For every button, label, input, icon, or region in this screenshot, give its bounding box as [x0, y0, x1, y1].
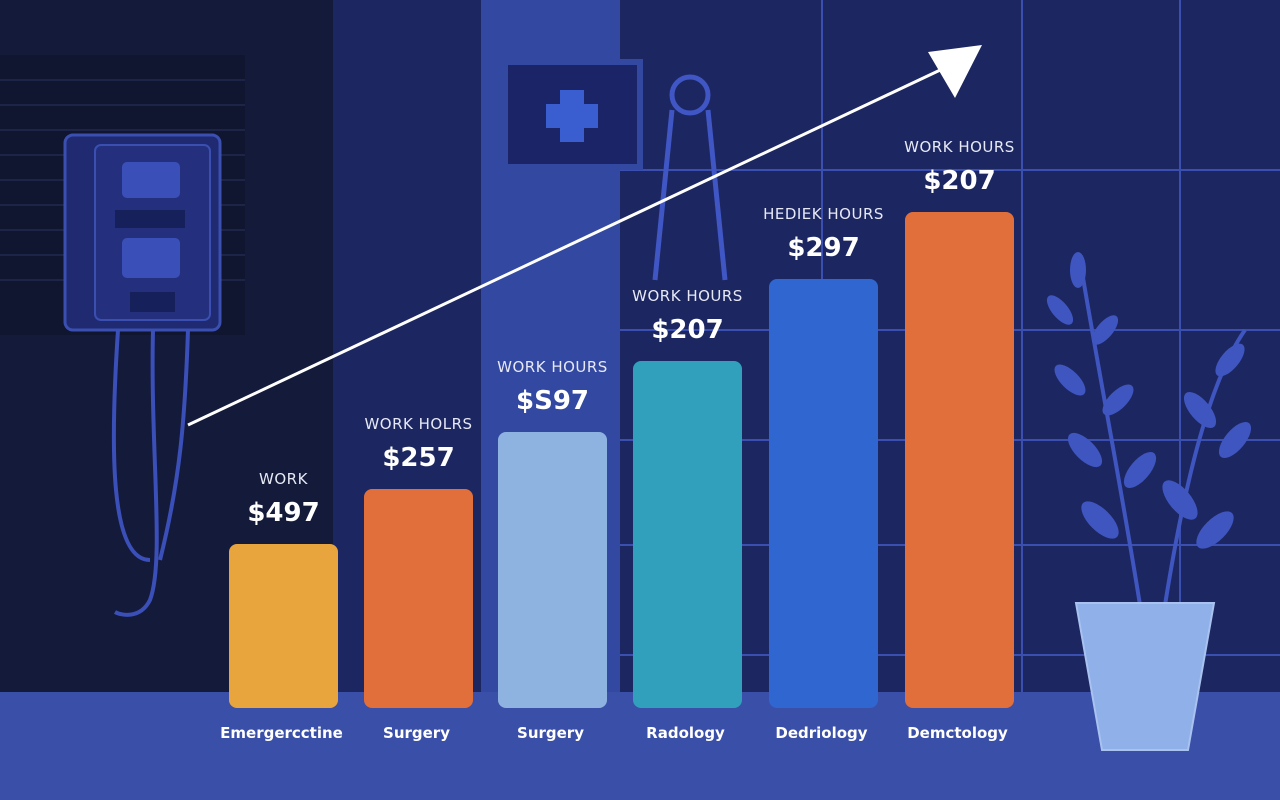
stethoscope	[652, 74, 728, 281]
bar	[498, 432, 607, 708]
cross-icon	[546, 90, 598, 142]
category-label: Surgery	[383, 724, 450, 742]
category-label: Surgery	[517, 724, 584, 742]
bar-amount: $497	[247, 498, 319, 528]
bar	[769, 279, 878, 708]
category-label: Emergercctine	[220, 724, 343, 742]
bar-caption: HEDIEK HOURS	[763, 205, 884, 223]
bar-amount: $257	[382, 443, 454, 473]
bar-caption: WORK	[259, 470, 309, 488]
category-label: Demctology	[907, 724, 1008, 742]
bar	[905, 212, 1014, 708]
category-label: Dedriology	[775, 724, 867, 742]
bar	[364, 489, 473, 708]
arrow-head	[928, 45, 982, 98]
bar-caption: WORK HOURS	[904, 138, 1015, 156]
floor	[0, 692, 1280, 800]
bar	[229, 544, 338, 708]
bar-caption: WORK HOURS	[632, 287, 743, 305]
bar-amount: $297	[787, 233, 859, 263]
bar	[633, 361, 742, 708]
device	[63, 133, 222, 617]
plant	[1046, 252, 1252, 606]
bar-amount: $207	[923, 166, 995, 196]
bar-amount: $S97	[516, 386, 589, 416]
pot	[1074, 602, 1216, 751]
trend-arrow	[187, 53, 976, 427]
category-label: Radology	[646, 724, 725, 742]
bar-caption: WORK HOURS	[497, 358, 608, 376]
bar-amount: $207	[651, 315, 723, 345]
bar-caption: WORK HOLRS	[364, 415, 472, 433]
